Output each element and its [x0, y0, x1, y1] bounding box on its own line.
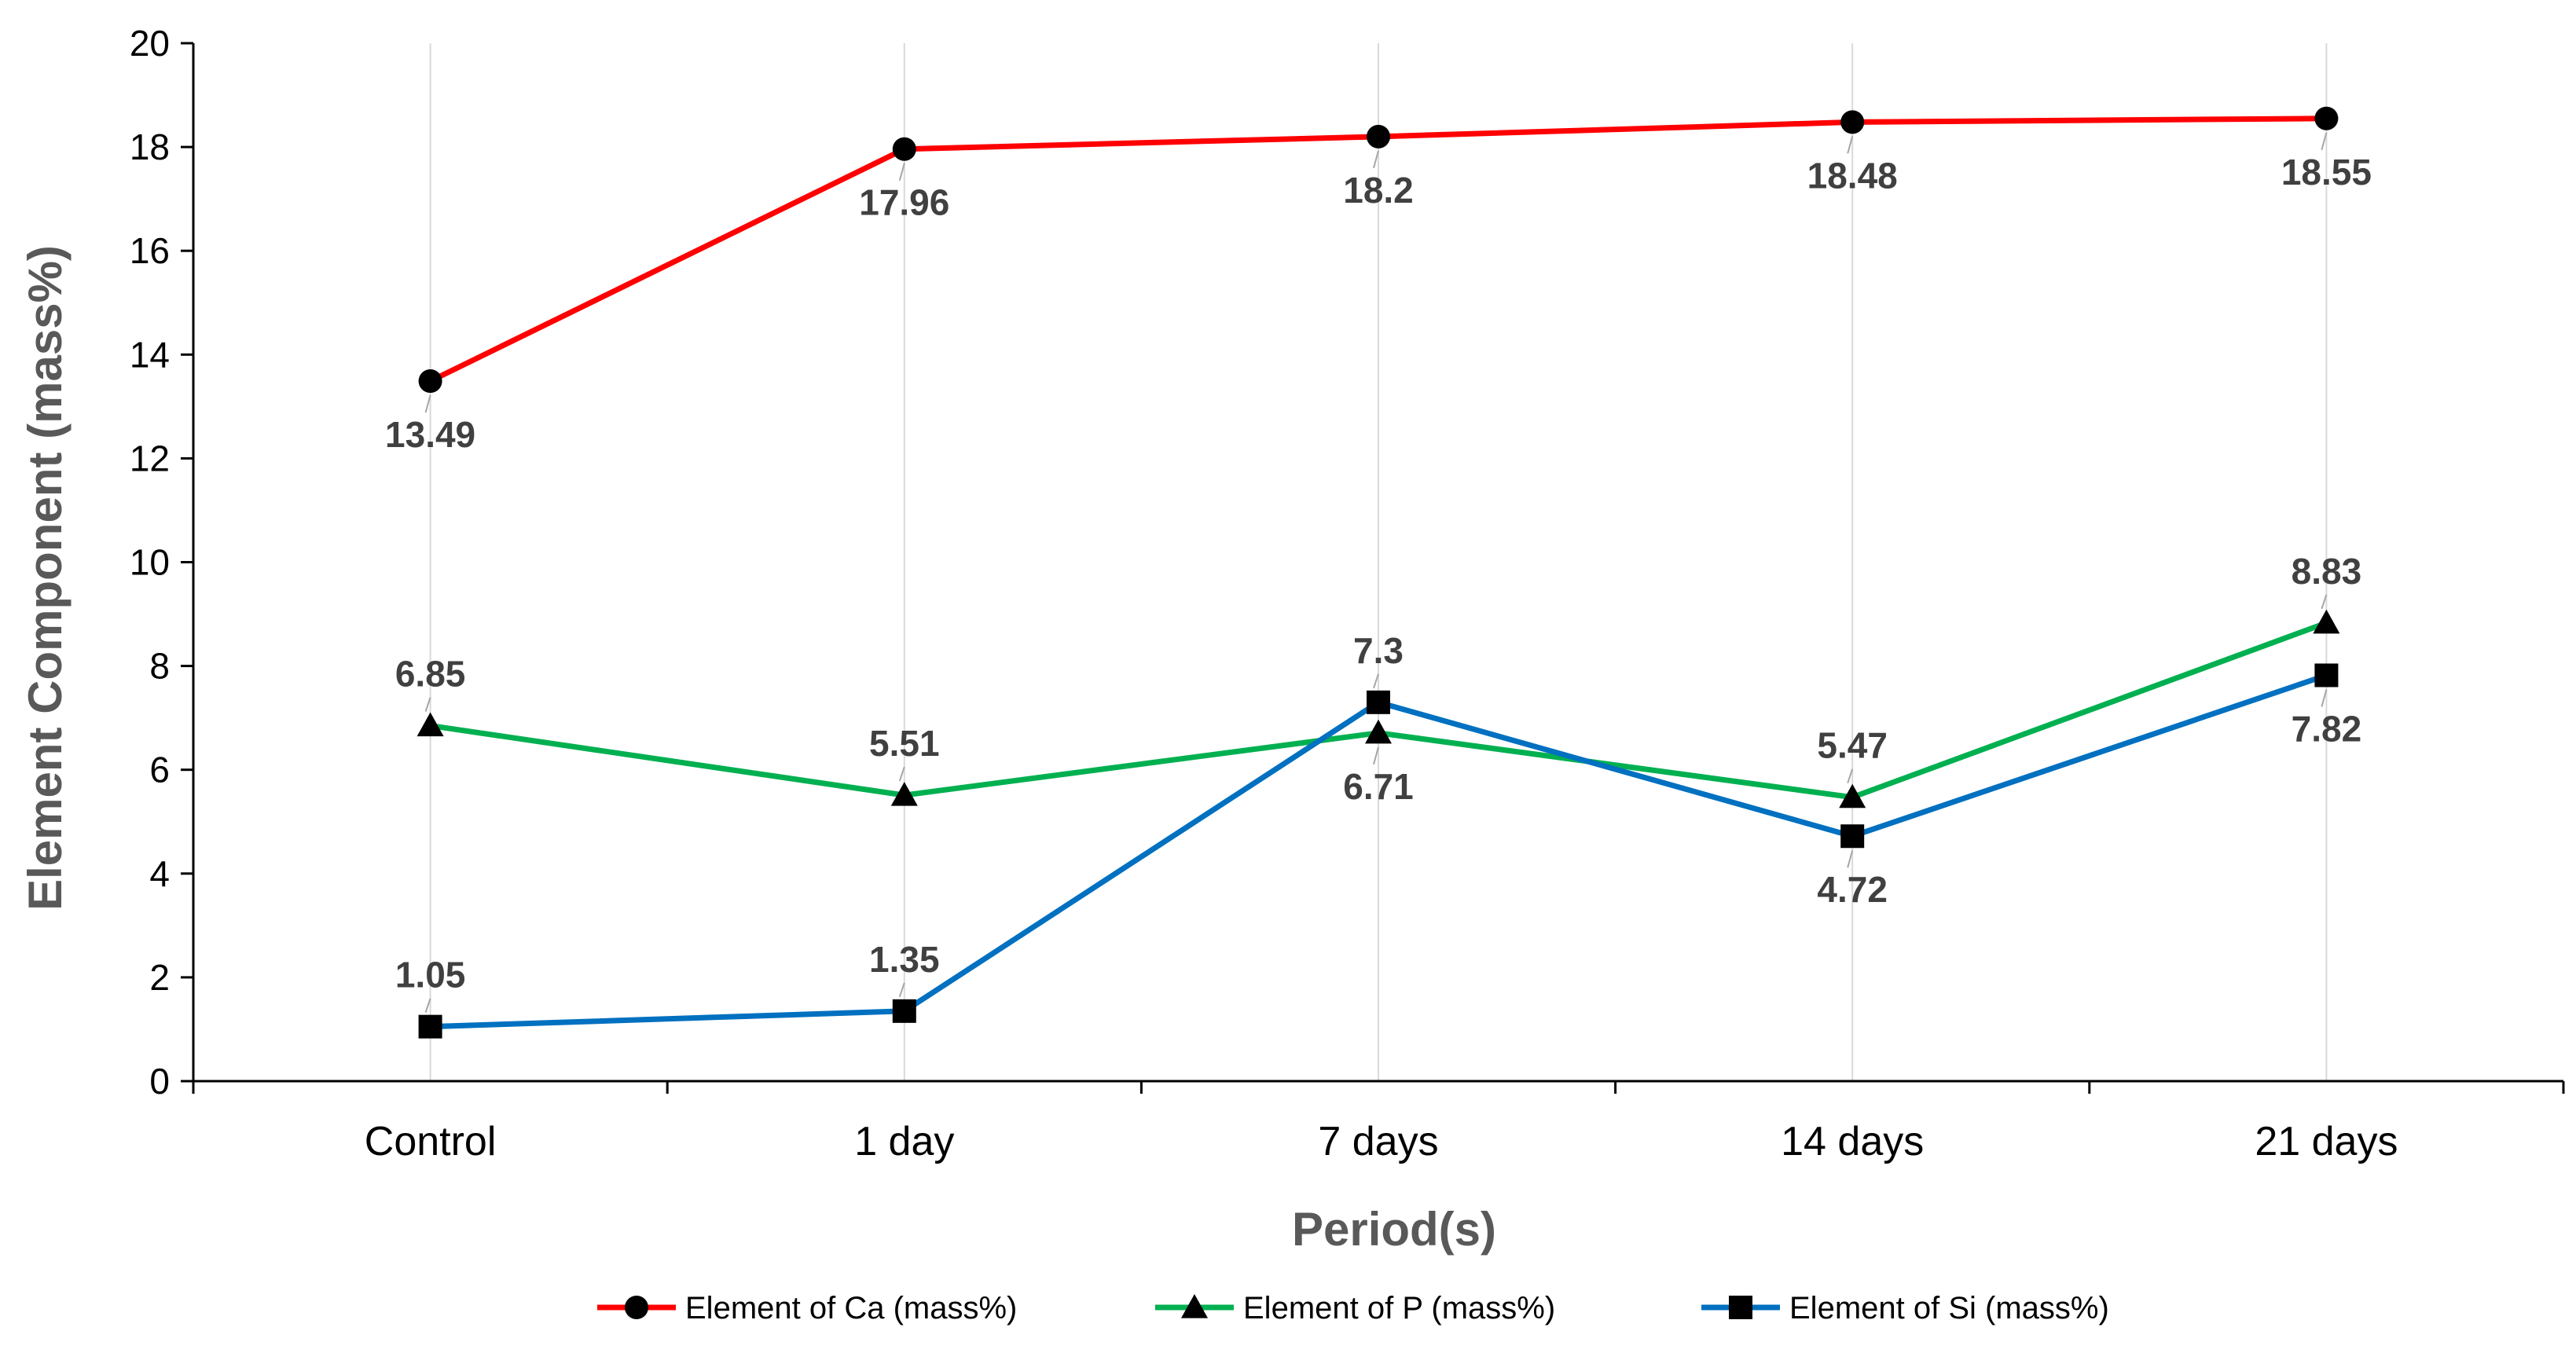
legend-entry: Element of Ca (mass%): [597, 1291, 1017, 1326]
data-point-marker: [2313, 609, 2340, 634]
series-0: [418, 106, 2339, 393]
data-point-marker: [2314, 106, 2339, 130]
data-label-leader: [424, 697, 431, 712]
data-label-leader: [1847, 768, 1854, 784]
y-tick-label: 20: [130, 23, 170, 64]
data-label: 7.3: [1353, 630, 1404, 671]
legend-label: Element of Ca (mass%): [685, 1291, 1017, 1326]
y-tick-label: 12: [130, 438, 170, 478]
series-2: [418, 663, 2339, 1039]
legend-label: Element of P (mass%): [1243, 1291, 1555, 1326]
data-label: 1.35: [869, 939, 940, 980]
data-label-leader: [898, 982, 905, 998]
data-point-marker: [416, 712, 444, 737]
y-tick-label: 4: [149, 853, 170, 894]
data-label: 5.51: [869, 723, 940, 764]
y-tick-label: 8: [149, 646, 170, 687]
data-label: 7.82: [2292, 708, 2362, 749]
data-label-leader: [2321, 594, 2328, 610]
series-1: [416, 609, 2340, 808]
data-labels: 13.49 17.96 18.2 18.48 18.55 6.85 5.51 6.71 5.47…: [385, 132, 2372, 1013]
legend-swatch-marker: [1181, 1294, 1208, 1318]
x-tick-label: 14 days: [1781, 1119, 1924, 1164]
gridlines: [429, 43, 2328, 1081]
data-label-leader: [2321, 689, 2328, 707]
data-label-leader: [898, 766, 905, 782]
data-label: 18.48: [1807, 155, 1898, 196]
data-label: 18.2: [1343, 170, 1414, 211]
data-label-leader: [1373, 746, 1379, 765]
legend-entry: Element of P (mass%): [1155, 1291, 1555, 1326]
y-tick-label: 16: [130, 230, 170, 271]
data-label-leader: [1373, 150, 1379, 169]
data-point-marker: [1839, 783, 1866, 808]
data-label: 4.72: [1817, 869, 1888, 910]
data-label-leader: [898, 163, 905, 182]
data-label: 18.55: [2281, 152, 2372, 192]
legend-swatch-marker: [625, 1296, 648, 1319]
data-point-marker: [1840, 110, 1865, 134]
legend-entry: Element of Si (mass%): [1701, 1291, 2109, 1326]
data-label-leader: [424, 998, 431, 1013]
data-point-marker: [892, 137, 916, 161]
data-label: 17.96: [859, 182, 949, 223]
data-label-leader: [1847, 136, 1854, 154]
y-tick-label: 2: [149, 957, 170, 998]
data-label: 8.83: [2292, 551, 2362, 592]
y-tick-label: 14: [130, 334, 170, 375]
x-axis-title: Period(s): [1292, 1203, 1496, 1256]
x-tick-label: 21 days: [2255, 1119, 2398, 1164]
y-tick-label: 0: [149, 1061, 170, 1102]
y-tick-label: 6: [149, 750, 170, 790]
data-point-marker: [1365, 719, 1392, 744]
data-point-marker: [1367, 124, 1390, 148]
data-point-marker: [892, 999, 916, 1023]
y-tick-label: 18: [130, 126, 170, 167]
data-label: 6.71: [1343, 766, 1414, 807]
legend-swatch-marker: [1729, 1296, 1752, 1319]
data-label-leader: [424, 394, 431, 413]
data-point-marker: [418, 368, 442, 393]
legend: Element of Ca (mass%) Element of P (mass%…: [597, 1291, 2109, 1326]
data-point-marker: [890, 782, 918, 806]
data-point-marker: [418, 1014, 442, 1039]
data-point-marker: [2314, 663, 2339, 688]
y-axis-title: Element Component (mass%): [19, 245, 72, 911]
y-tick-labels: 0 2 4 6 8 10 12 14 16 18 20: [130, 23, 193, 1102]
x-tick-label: Control: [365, 1119, 497, 1164]
data-point-marker: [1840, 824, 1865, 849]
y-tick-label: 10: [130, 542, 170, 583]
legend-label: Element of Si (mass%): [1789, 1291, 2109, 1326]
data-point-marker: [1367, 690, 1390, 714]
data-label: 1.05: [395, 955, 466, 996]
data-label: 13.49: [385, 414, 475, 455]
data-label-leader: [1847, 849, 1854, 868]
x-tick-label: 1 day: [854, 1119, 954, 1164]
x-tick-label: 7 days: [1318, 1119, 1438, 1164]
data-label-leader: [2321, 132, 2328, 151]
data-label: 5.47: [1817, 725, 1888, 766]
data-label: 6.85: [395, 654, 466, 695]
series: [416, 106, 2340, 1039]
data-label-leader: [1373, 673, 1379, 689]
x-tick-labels: Control 1 day 7 days 14 days 21 days: [192, 1081, 2565, 1164]
